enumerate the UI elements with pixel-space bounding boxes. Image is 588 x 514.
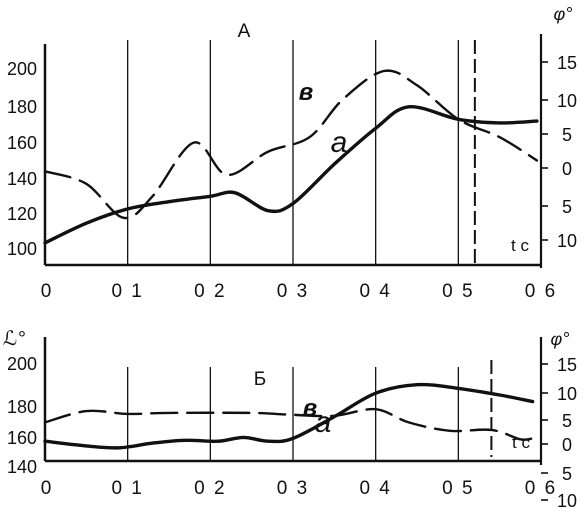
right-tick-label: 5 xyxy=(562,125,572,145)
left-tick-label: 200 xyxy=(7,59,37,79)
panel-a-right-ticks: 15 10 5 0 5 10 xyxy=(541,53,577,251)
x-tick-label: 0 3 xyxy=(277,281,309,302)
x-tick-label: 0 5 xyxy=(442,478,474,499)
x-tick-label: 0 5 xyxy=(442,281,474,302)
right-tick-label: 0 xyxy=(562,435,572,455)
x-tick-label: 0 1 xyxy=(111,281,143,302)
panel-b-left-axis-label: ℒ° xyxy=(3,328,25,350)
panel-b-label: Б xyxy=(254,369,266,390)
panel-b-x-ticks: 0 0 1 0 2 0 3 0 4 0 5 0 6 xyxy=(41,478,557,499)
series-line-a xyxy=(43,382,535,450)
panel-b: ℒ° φ° Б 200 180 160 140 15 10 5 0 5 10 0 0 1 0 2 0 … xyxy=(3,328,577,511)
panel-b-right-axis-label: φ° xyxy=(551,329,570,349)
panel-a-grid xyxy=(127,40,476,268)
x-tick-label: 0 1 xyxy=(111,478,143,499)
right-tick-label: 0 xyxy=(562,159,572,179)
left-tick-label: 180 xyxy=(7,97,37,117)
series-line-v xyxy=(43,407,534,441)
x-tick-label: 0 xyxy=(41,281,54,302)
left-tick-label: 120 xyxy=(7,204,37,224)
right-tick-label: 10 xyxy=(557,491,577,511)
panel-b-curve-label-a: a xyxy=(315,406,332,439)
panel-a-x-ticks: 0 0 1 0 2 0 3 0 4 0 5 0 6 xyxy=(41,281,557,302)
right-tick-label: 5 xyxy=(562,464,572,484)
x-tick-label: 0 4 xyxy=(359,478,391,499)
x-tick-label: 0 4 xyxy=(359,281,391,302)
series-line-v xyxy=(43,69,539,220)
x-tick-label: 0 6 xyxy=(525,478,557,499)
series-line-a xyxy=(43,105,539,245)
left-tick-label: 140 xyxy=(7,169,37,189)
right-tick-label: 10 xyxy=(557,231,577,251)
panel-b-series xyxy=(43,382,535,450)
panel-b-time-unit: t c xyxy=(512,433,530,452)
right-tick-label: 15 xyxy=(557,53,577,73)
left-tick-label: 100 xyxy=(7,239,37,259)
x-tick-label: 0 6 xyxy=(525,281,557,302)
right-tick-label: 10 xyxy=(557,91,577,111)
right-tick-label: 10 xyxy=(557,384,577,404)
panel-a-right-axis-label: φ° xyxy=(554,4,573,24)
panel-a-left-ticks: 200 180 160 140 120 100 xyxy=(7,59,37,259)
left-tick-label: 140 xyxy=(7,457,37,477)
left-tick-label: 160 xyxy=(7,133,37,153)
panel-a-time-unit: t c xyxy=(511,236,529,255)
left-tick-label: 160 xyxy=(7,428,37,448)
right-tick-label: 5 xyxy=(562,197,572,217)
panel-a-label: А xyxy=(238,21,251,42)
x-tick-label: 0 2 xyxy=(194,478,226,499)
x-tick-label: 0 xyxy=(41,478,54,499)
panel-b-left-ticks: 200 180 160 140 xyxy=(7,354,37,477)
panel-a-series xyxy=(43,69,539,245)
panel-a-curve-label-v: в xyxy=(299,79,314,106)
panel-b-right-ticks: 15 10 5 0 5 10 xyxy=(541,355,577,511)
right-tick-label: 15 xyxy=(557,355,577,375)
left-tick-label: 200 xyxy=(7,354,37,374)
left-tick-label: 180 xyxy=(7,397,37,417)
panel-b-curve-label-v: в xyxy=(303,395,318,422)
x-tick-label: 0 2 xyxy=(194,281,226,302)
right-tick-label: 5 xyxy=(562,411,572,431)
x-tick-label: 0 3 xyxy=(277,478,309,499)
panel-a-curve-label-a: a xyxy=(331,126,348,159)
